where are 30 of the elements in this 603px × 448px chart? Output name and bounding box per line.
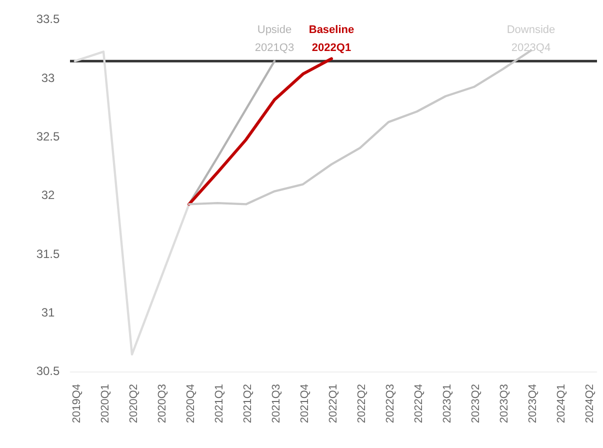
x-tick-label: 2020Q3: [156, 384, 168, 424]
y-tick-label: 33: [41, 70, 55, 85]
x-tick-label: 2021Q2: [242, 384, 254, 424]
x-tick-label: 2023Q4: [527, 384, 539, 424]
y-tick-label: 33.5: [36, 12, 60, 26]
x-tick-label: 2021Q3: [270, 384, 282, 424]
x-tick-label: 2023Q3: [498, 384, 510, 424]
x-tick-label: 2021Q4: [299, 384, 311, 424]
x-tick-label: 2024Q2: [584, 384, 596, 424]
x-tick-label: 2024Q1: [556, 384, 568, 424]
x-tick-label: 2023Q1: [442, 384, 454, 424]
y-tick-label: 32: [41, 188, 55, 202]
x-tick-label: 2020Q1: [100, 384, 112, 424]
y-tick-label: 32.5: [36, 130, 60, 144]
text: Upside: [257, 24, 292, 36]
x-tick-label: 2020Q2: [128, 384, 140, 424]
x-tick-label: 2022Q1: [328, 384, 340, 424]
x-tick-label: 2022Q3: [384, 384, 396, 424]
y-tick-label: 30.5: [36, 364, 60, 378]
annotation: 2021Q3: [254, 42, 294, 54]
y-tick-label: 31: [41, 306, 55, 320]
y-tick-label: 31.5: [36, 246, 60, 261]
x-tick-label: 2022Q4: [413, 384, 425, 424]
x-tick-label: 2021Q1: [214, 384, 226, 424]
x-tick-label: 2023Q2: [470, 384, 482, 424]
text: Baseline: [308, 24, 354, 36]
x-tick-label: 2020Q4: [185, 384, 197, 424]
annotation: 2022Q1: [312, 42, 352, 54]
x-tick-label: 2022Q2: [356, 384, 368, 424]
x-tick-label: 2019Q4: [71, 384, 83, 424]
